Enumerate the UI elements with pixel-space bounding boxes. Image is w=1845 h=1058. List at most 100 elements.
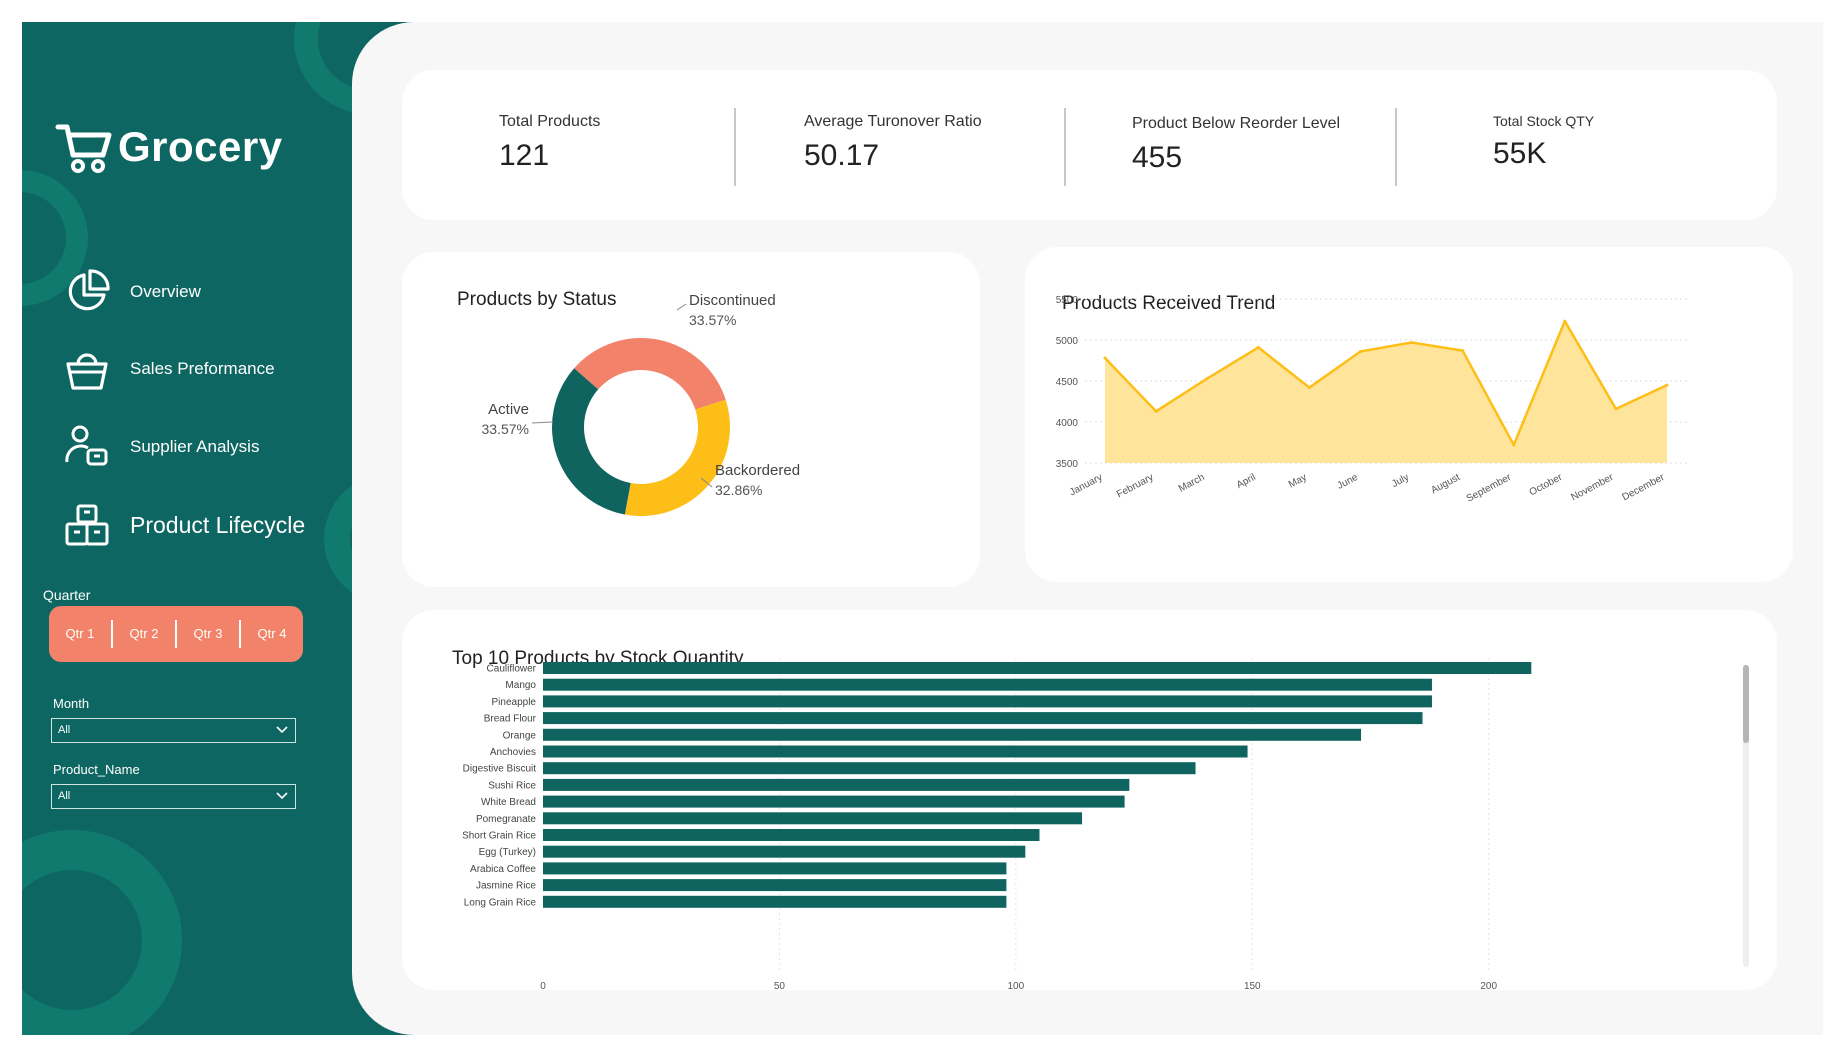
donut-slice-discontinued <box>574 338 726 410</box>
trend-x-tick: October <box>1528 472 1565 499</box>
shopping-cart-icon <box>55 124 112 173</box>
scrollbar-thumb[interactable] <box>1743 665 1749 743</box>
donut-leader-line <box>531 421 553 424</box>
bar-anchovies <box>543 745 1248 758</box>
donut-label-value: 33.57% <box>689 312 736 328</box>
trend-point <box>1154 409 1158 413</box>
trend-point <box>1410 340 1414 344</box>
trend-y-tick: 5500 <box>1056 295 1079 306</box>
donut-slice-backordered <box>624 399 730 516</box>
product-name-dropdown[interactable]: All <box>51 784 296 809</box>
bar-category-label: Short Grain Rice <box>462 831 536 842</box>
quarter-label: Quarter <box>43 587 91 603</box>
trend-x-tick: April <box>1235 472 1258 491</box>
bar-x-tick: 0 <box>540 981 546 990</box>
trend-area <box>1105 321 1667 463</box>
scrollbar-track[interactable] <box>1743 665 1749 967</box>
bar-category-label: Bread Flour <box>484 714 537 725</box>
trend-point <box>1512 443 1516 447</box>
bar-long-grain-rice <box>543 895 1007 908</box>
bar-x-tick: 100 <box>1008 981 1025 990</box>
bar-category-label: Mango <box>505 680 536 691</box>
bar-x-tick: 200 <box>1480 981 1497 990</box>
dashboard-frame: Grocery Overview Sales Preformance <box>22 22 1823 1035</box>
bar-egg-turkey <box>543 845 1026 858</box>
kpi-label: Total Stock QTY <box>1493 113 1595 129</box>
bar-digestive-biscuit <box>543 762 1196 775</box>
bar-category-label: Long Grain Rice <box>464 897 537 908</box>
trend-x-tick: January <box>1068 472 1105 498</box>
kpi-label: Total Products <box>499 113 601 130</box>
nav-item-overview[interactable]: Overview <box>62 267 201 317</box>
basket-icon <box>62 344 112 394</box>
main-content: Total Products 121 Average Turonover Rat… <box>352 22 1823 1035</box>
trend-line <box>1104 319 1668 447</box>
nav-item-sales-performance[interactable]: Sales Preformance <box>62 344 275 394</box>
trend-x-tick: August <box>1429 472 1462 496</box>
bar-category-label: Anchovies <box>490 747 536 758</box>
kpi-card: Total Products 121 Average Turonover Rat… <box>402 70 1777 220</box>
donut-label-name: Discontinued <box>689 292 776 309</box>
bar-category-label: Egg (Turkey) <box>479 847 536 858</box>
nav-item-supplier-analysis[interactable]: Supplier Analysis <box>62 422 259 472</box>
donut-label-value: 32.86% <box>715 482 762 498</box>
bar-category-label: Pomegranate <box>476 814 536 825</box>
kpi-value: 455 <box>1132 141 1183 174</box>
brand-logo: Grocery <box>54 117 283 177</box>
kpi-divider <box>1064 108 1066 186</box>
trend-point <box>1665 383 1669 387</box>
trend-chart-title: Products Received Trend <box>1062 293 1276 314</box>
qtr-4-button[interactable]: Qtr 4 <box>257 626 287 641</box>
bar-category-label: Cauliflower <box>487 664 537 675</box>
kpi-label: Product Below Reorder Level <box>1132 115 1341 132</box>
bar-mango <box>543 678 1432 691</box>
product-dropdown-value: All <box>58 790 71 802</box>
products-by-status-chart: Discontinued 33.57% Backordered 32.86% Activ… <box>482 292 800 516</box>
kpi-value: 50.17 <box>804 139 880 172</box>
pie-chart-icon <box>62 267 112 317</box>
trend-point <box>1614 407 1618 411</box>
trend-y-tick: 3500 <box>1056 459 1079 470</box>
bar-sushi-rice <box>543 778 1130 791</box>
trend-x-tick: May <box>1287 472 1309 491</box>
trend-x-tick: February <box>1115 472 1155 500</box>
top-products-chart-card: Top 10 Products by Stock Quantity 0 50 100… <box>402 610 1777 990</box>
quarter-slicer: Qtr 1 Qtr 2 Qtr 3 Qtr 4 <box>49 606 303 662</box>
kpi-below-reorder: Product Below Reorder Level 455 <box>1132 115 1340 175</box>
brand-name: Grocery <box>118 123 283 170</box>
trend-point <box>1103 356 1107 360</box>
donut-label-name: Active <box>488 401 529 418</box>
bar-category-label: Sushi Rice <box>488 780 536 791</box>
donut-leader-line <box>676 303 687 311</box>
qtr-1-button[interactable]: Qtr 1 <box>49 620 113 648</box>
qtr-2-button[interactable]: Qtr 2 <box>113 620 177 648</box>
trend-y-tick: 4000 <box>1056 418 1079 429</box>
bar-bread-flour <box>543 712 1423 725</box>
month-label: Month <box>53 696 90 711</box>
bar-orange <box>543 728 1362 741</box>
nav-label: Sales Preformance <box>130 359 275 378</box>
status-chart-card: Products by Status Discontinued 33.57% Bac… <box>402 252 980 587</box>
trend-y-tick: 5000 <box>1056 336 1079 347</box>
donut-label-value: 33.57% <box>482 421 529 437</box>
products-received-trend-chart: 3500 4000 4500 5000 5500 January February March… <box>1056 295 1687 505</box>
trend-point <box>1563 319 1567 323</box>
supplier-icon <box>62 422 112 472</box>
kpi-total-products: Total Products 121 <box>499 113 600 173</box>
bar-x-tick: 50 <box>774 981 786 990</box>
bar-category-label: White Bread <box>481 797 536 808</box>
bar-category-label: Jasmine Rice <box>476 881 536 892</box>
trend-point <box>1307 386 1311 390</box>
status-chart-title: Products by Status <box>457 289 617 310</box>
bar-x-tick: 150 <box>1244 981 1261 990</box>
month-dropdown[interactable]: All <box>51 718 296 743</box>
kpi-average-turnover-ratio: Average Turonover Ratio 50.17 <box>804 113 982 173</box>
nav-label: Product Lifecycle <box>130 511 306 538</box>
trend-x-tick: September <box>1465 472 1514 505</box>
donut-slice-active <box>552 368 631 515</box>
chevron-down-icon <box>276 726 288 734</box>
nav-item-product-lifecycle[interactable]: Product Lifecycle <box>62 500 305 550</box>
bar-pomegranate <box>543 812 1083 825</box>
qtr-3-button[interactable]: Qtr 3 <box>177 620 241 648</box>
nav-label: Overview <box>130 282 201 301</box>
